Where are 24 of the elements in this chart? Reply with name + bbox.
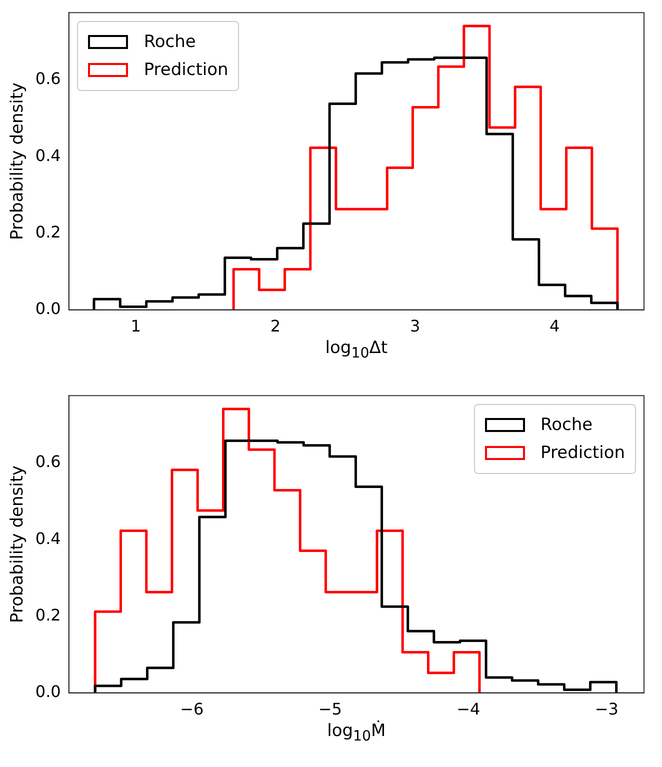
y-tick-label: 0.6 xyxy=(35,452,61,472)
y-tick-label: 0.4 xyxy=(35,528,61,548)
y-tick-label: 0.0 xyxy=(35,682,61,701)
y-tick-label: 0.4 xyxy=(35,146,61,165)
legend-label: Roche xyxy=(540,414,593,435)
x-tick-label: −6 xyxy=(180,700,204,719)
y-axis-title: Probability density xyxy=(8,82,28,240)
x-axis-title: log$_{10}$Δt xyxy=(324,338,389,362)
x-tick-label: −3 xyxy=(594,700,618,719)
legend-label: Prediction xyxy=(540,442,625,463)
y-tick-label: 0.6 xyxy=(35,69,61,88)
y-tick-label: 0.0 xyxy=(35,298,61,318)
y-axis-title: Probability density xyxy=(8,465,28,624)
legend-label: Roche xyxy=(144,32,196,52)
x-tick-label: 4 xyxy=(550,316,560,336)
x-axis-title: log$_{10}$Ṁ xyxy=(326,720,387,744)
y-tick-label: 0.2 xyxy=(35,605,61,624)
x-tick-label: 2 xyxy=(270,316,281,336)
x-tick-label: −5 xyxy=(318,700,342,719)
legend-label: Prediction xyxy=(144,60,228,80)
x-tick-label: −4 xyxy=(456,700,480,719)
x-tick-label: 1 xyxy=(130,316,141,336)
y-tick-label: 0.2 xyxy=(35,222,61,242)
x-tick-label: 3 xyxy=(410,316,420,336)
